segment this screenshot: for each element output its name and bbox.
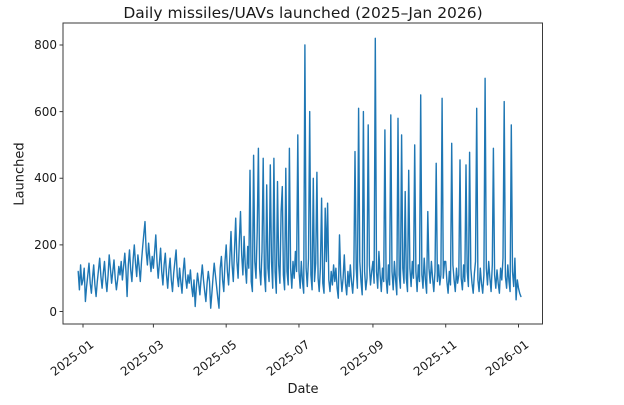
y-tick-label: 0: [49, 304, 57, 319]
data-series-line: [77, 37, 522, 309]
y-tick-label: 600: [34, 104, 57, 119]
y-tick-label: 400: [34, 171, 57, 186]
axes-frame: [62, 22, 543, 325]
x-axis-label: Date: [287, 382, 319, 397]
y-tick-label: 800: [34, 38, 57, 52]
y-tick-label: 200: [34, 237, 57, 252]
chart-title: Daily missiles/UAVs launched (2025–Jan 2…: [123, 4, 483, 22]
